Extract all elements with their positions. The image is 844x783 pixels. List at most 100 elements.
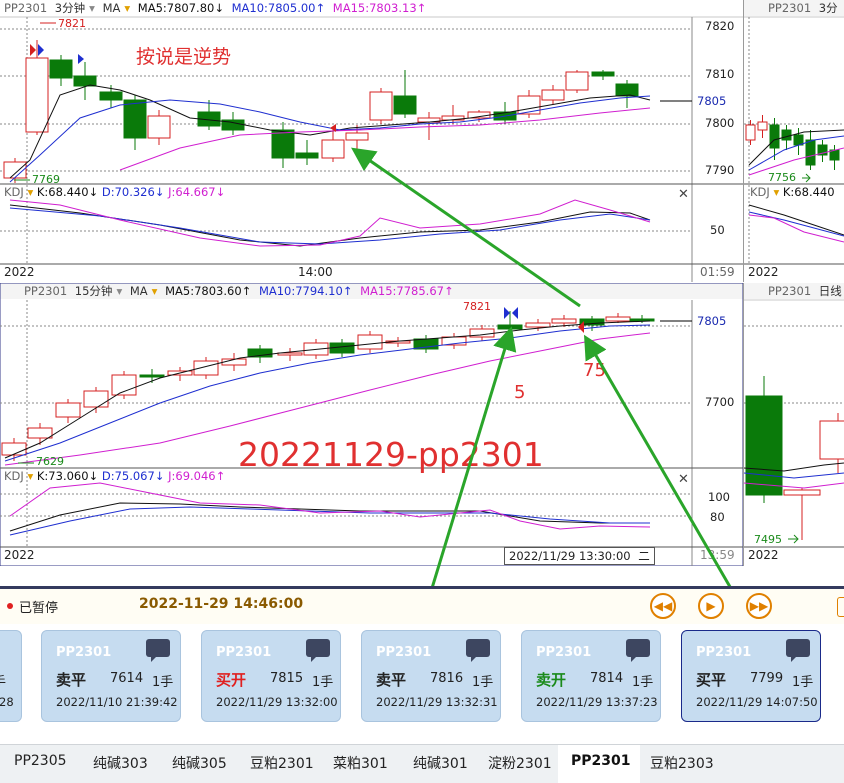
chevron-down-icon[interactable]: ▾ xyxy=(23,469,37,483)
current-price-tick: 7805 xyxy=(697,314,727,328)
kdj-tick: 50 xyxy=(710,223,725,237)
candle-body xyxy=(147,115,171,139)
message-icon[interactable] xyxy=(786,639,810,662)
candle-body xyxy=(629,318,655,322)
trade-card[interactable]: PP2301 卖开 7814 1手 2022/11/29 13:37:23 xyxy=(521,630,661,722)
fast-forward-button[interactable]: ▶▶ xyxy=(746,593,772,619)
extra-button[interactable] xyxy=(837,597,844,617)
tab-pp2305[interactable]: PP2305 xyxy=(14,753,67,769)
candle-body xyxy=(551,318,577,324)
trade-datetime: 2022/11/29 13:32:31 xyxy=(376,695,498,709)
kdj-tick: 80 xyxy=(710,510,725,524)
kdj-label[interactable]: KDJ xyxy=(750,185,770,199)
candle-body xyxy=(579,318,605,326)
trade-card[interactable]: PP2301 卖平 7816 1手 2022/11/29 13:32:31 xyxy=(361,630,501,722)
chart-3min-right[interactable]: PP2301 3分 7756 KDJ ▾ K:68.440 2022 xyxy=(744,0,844,282)
candle-body xyxy=(819,420,844,460)
period-dropdown[interactable]: 15分钟 xyxy=(74,284,113,298)
high-label: 7821 xyxy=(58,17,86,30)
tab-rapeseed-301[interactable]: 菜粕301 xyxy=(333,756,388,772)
kdj-k-value: K:68.440 xyxy=(782,185,835,199)
candle-body xyxy=(73,75,97,87)
chart-15min[interactable]: PP2301 15分钟 ▾ MA ▾ MA5:7803.60↑ MA10:7794.… xyxy=(0,283,744,566)
ma10-line xyxy=(4,324,651,462)
trade-price: 7815 xyxy=(270,671,304,686)
kdj-k-line xyxy=(9,204,651,247)
date-label: 2022 xyxy=(748,265,779,279)
tab-soda-305[interactable]: 纯碱305 xyxy=(172,756,227,772)
playback-time: 2022-11-29 14:46:00 xyxy=(139,596,304,612)
chevron-down-icon[interactable]: ▾ xyxy=(89,1,95,15)
tab-soda-301[interactable]: 纯碱301 xyxy=(413,756,468,772)
tab-soda-303[interactable]: 纯碱303 xyxy=(93,756,148,772)
trade-action: 卖开 xyxy=(536,671,567,689)
chart-daily[interactable]: PP2301 日线 7495 2022 xyxy=(744,283,844,566)
ma15-line xyxy=(4,332,651,466)
trade-card[interactable]: PP2301 卖平 7614 1手 2022/11/10 21:39:42 xyxy=(41,630,181,722)
date-label: 2022 xyxy=(4,265,35,279)
message-icon[interactable] xyxy=(626,639,650,662)
trade-card-selected[interactable]: PP2301 买平 7799 1手 2022/11/29 14:07:50 xyxy=(681,630,821,722)
candle-body xyxy=(271,129,295,159)
trade-card[interactable]: PP2301 买开 7815 1手 2022/11/29 13:32:00 xyxy=(201,630,341,722)
trade-card[interactable]: 手 28 xyxy=(0,630,22,722)
trade-symbol: PP2301 xyxy=(376,645,432,660)
status-dot-icon xyxy=(7,603,13,609)
indicator-dropdown[interactable]: MA xyxy=(129,284,148,298)
kdj-header: KDJ ▾ K:73.060↓ D:75.067↓ J:69.046↑ xyxy=(0,469,225,483)
chart-3min-header: PP2301 3分钟 ▾ MA ▾ MA5:7807.80↓ MA10:7805.0… xyxy=(0,0,743,16)
message-icon[interactable] xyxy=(466,639,490,662)
ma5-value: MA5:7807.80↓ xyxy=(137,1,224,15)
trade-price: 7614 xyxy=(110,671,144,686)
symbol-tabs: PP2305 纯碱303 纯碱305 豆粕2301 菜粕301 纯碱301 淀粉… xyxy=(0,744,844,783)
candle-body xyxy=(745,124,756,141)
date-label: 2022 xyxy=(4,548,35,562)
period-dropdown[interactable]: 3分钟 xyxy=(54,1,86,15)
trade-qty: 1手 xyxy=(312,675,334,690)
rewind-button[interactable]: ◀◀ xyxy=(650,593,676,619)
candle-body xyxy=(757,121,768,131)
tab-pp2301[interactable]: PP2301 xyxy=(571,753,631,769)
candle-body xyxy=(525,322,551,328)
candle-body xyxy=(25,57,49,133)
tab-starch-2301[interactable]: 淀粉2301 xyxy=(488,756,552,772)
trade-action: 买开 xyxy=(216,671,247,689)
marker-75: 75 xyxy=(583,360,606,381)
kdj-j-value: J:64.667↓ xyxy=(168,185,226,199)
tab-soymeal-2303[interactable]: 豆粕2303 xyxy=(650,756,714,772)
message-icon[interactable] xyxy=(146,639,170,662)
indicator-dropdown[interactable]: MA xyxy=(102,1,121,15)
play-button[interactable]: ▶ xyxy=(698,593,724,619)
period-dropdown[interactable]: 3分 xyxy=(818,1,838,15)
trade-symbol: PP2301 xyxy=(56,645,112,660)
candle-body xyxy=(369,91,393,121)
candlesticks xyxy=(745,115,840,170)
crosshair-time: 2022/11/29 13:30:00 xyxy=(509,549,631,563)
candle-body xyxy=(357,334,383,350)
chevron-down-icon[interactable]: ▾ xyxy=(116,284,123,298)
close-icon[interactable]: ✕ xyxy=(678,187,689,202)
kdj-label[interactable]: KDJ xyxy=(4,469,24,483)
ma10-line xyxy=(9,95,651,183)
current-price-tick: 7805 xyxy=(697,94,727,108)
tab-soymeal-2301[interactable]: 豆粕2301 xyxy=(250,756,314,772)
low-label: 7769 xyxy=(32,173,60,186)
kdj-header: KDJ ▾ K:68.440↓ D:70.326↓ J:64.667↓ xyxy=(0,185,225,199)
chevron-down-icon[interactable]: ▾ xyxy=(124,1,131,15)
chevron-down-icon[interactable]: ▾ xyxy=(23,185,37,199)
chevron-down-icon[interactable]: ▾ xyxy=(151,284,158,298)
candle-body xyxy=(783,489,821,496)
period-dropdown[interactable]: 日线 xyxy=(818,284,842,298)
candle-body xyxy=(321,139,345,159)
price-tick: 7800 xyxy=(705,116,735,130)
kdj-label[interactable]: KDJ xyxy=(4,185,24,199)
candlesticks xyxy=(745,376,844,540)
chart-3min[interactable]: PP2301 3分钟 ▾ MA ▾ MA5:7807.80↓ MA10:7805.0… xyxy=(0,0,744,282)
message-icon[interactable] xyxy=(306,639,330,662)
close-icon[interactable]: ✕ xyxy=(678,472,689,487)
kdj-header: KDJ ▾ K:68.440 xyxy=(744,185,835,199)
candle-body xyxy=(541,89,565,101)
trade-qty: 手 xyxy=(0,671,6,690)
trade-qty: 1手 xyxy=(792,675,814,690)
trade-symbol: PP2301 xyxy=(696,645,752,660)
